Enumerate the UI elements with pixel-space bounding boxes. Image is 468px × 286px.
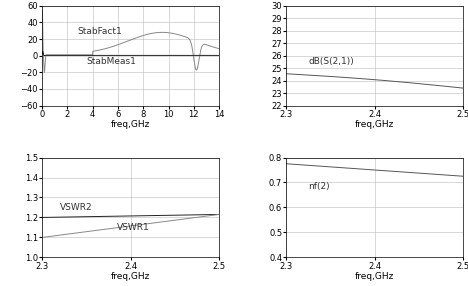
Text: StabMeas1: StabMeas1 [87, 57, 136, 66]
Text: nf(2): nf(2) [308, 182, 330, 191]
Text: dB(S(2,1)): dB(S(2,1)) [308, 57, 354, 66]
Text: VSWR1: VSWR1 [117, 223, 150, 233]
Text: VSWR2: VSWR2 [60, 203, 93, 212]
Text: StabFact1: StabFact1 [78, 27, 122, 36]
X-axis label: freq,GHz: freq,GHz [355, 120, 395, 129]
X-axis label: freq,GHz: freq,GHz [111, 272, 150, 281]
X-axis label: freq,GHz: freq,GHz [355, 272, 395, 281]
X-axis label: freq,GHz: freq,GHz [111, 120, 150, 129]
